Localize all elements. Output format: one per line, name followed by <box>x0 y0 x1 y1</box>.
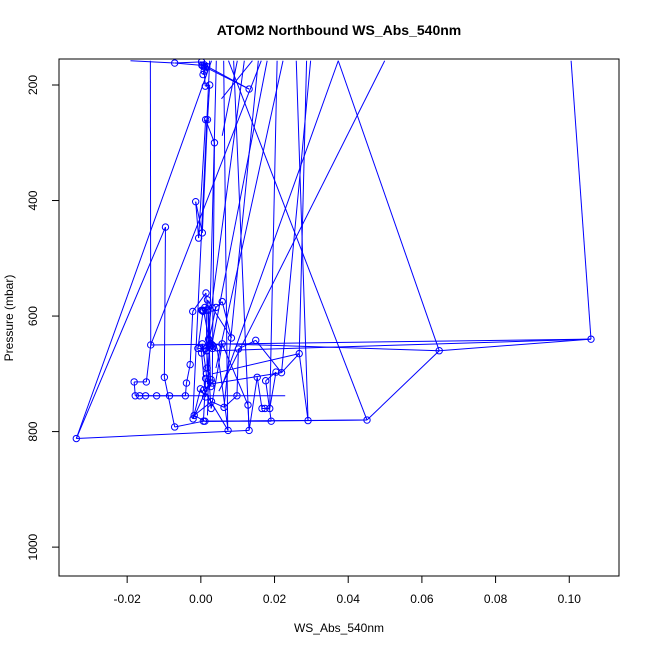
series-lines <box>76 62 591 439</box>
plot-area <box>73 59 594 442</box>
series-segment <box>76 430 249 438</box>
x-axis: -0.02 0.00 0.02 0.04 0.06 0.08 0.10 <box>113 576 581 606</box>
x-tick-label: 0.04 <box>337 592 361 606</box>
y-tick-label: 1000 <box>26 533 40 560</box>
series-line-segment <box>164 227 165 377</box>
plot-frame <box>59 59 619 576</box>
y-tick-label: 400 <box>26 190 40 210</box>
series-segment <box>130 61 174 63</box>
series-line-segment <box>204 71 205 86</box>
x-tick-label: 0.08 <box>484 592 508 606</box>
series-line-segment <box>175 421 204 427</box>
series-line-segment <box>146 345 150 382</box>
series-line-segment <box>249 377 257 430</box>
series-line-segment <box>367 351 439 420</box>
x-tick-label: 0.06 <box>410 592 434 606</box>
series-segment <box>234 61 249 431</box>
series-line-segment <box>175 62 202 63</box>
y-axis: 200 400 600 800 1000 <box>26 75 59 561</box>
series-line-segment <box>237 349 238 396</box>
series-segment <box>338 61 439 351</box>
y-axis-title: Pressure (mbar) <box>2 275 16 362</box>
series-segment <box>212 354 299 374</box>
series-line-segment <box>248 405 249 430</box>
y-tick-label: 600 <box>26 306 40 326</box>
x-tick-label: 0.10 <box>558 592 582 606</box>
series-points <box>73 59 594 442</box>
y-tick-label: 200 <box>26 75 40 95</box>
series-line-segment <box>282 354 300 373</box>
x-tick-label: 0.02 <box>263 592 287 606</box>
series-line-segment <box>224 396 237 408</box>
series-segment <box>222 61 338 386</box>
series-line-segment <box>190 311 193 364</box>
x-tick-label: 0.00 <box>189 592 213 606</box>
series-line-segment <box>76 227 165 438</box>
series-segment <box>216 61 283 368</box>
x-axis-title: WS_Abs_540nm <box>294 621 384 635</box>
y-tick-label: 800 <box>26 421 40 441</box>
series-line-segment <box>198 311 203 348</box>
series-line-segment <box>175 63 202 65</box>
chart-title: ATOM2 Northbound WS_Abs_540nm <box>217 22 462 38</box>
series-line-segment <box>134 382 135 396</box>
series-segment <box>299 61 306 354</box>
series-segment <box>571 61 591 339</box>
series-line-segment <box>308 420 367 421</box>
x-tick-label: -0.02 <box>113 592 141 606</box>
series-line-segment <box>205 85 209 86</box>
series-line-segment <box>185 383 186 396</box>
extra-line-segments <box>76 61 591 439</box>
series-line-segment <box>217 348 228 431</box>
series-line-segment <box>257 377 262 408</box>
series-line-segment <box>164 377 174 427</box>
series-segment <box>221 61 252 99</box>
